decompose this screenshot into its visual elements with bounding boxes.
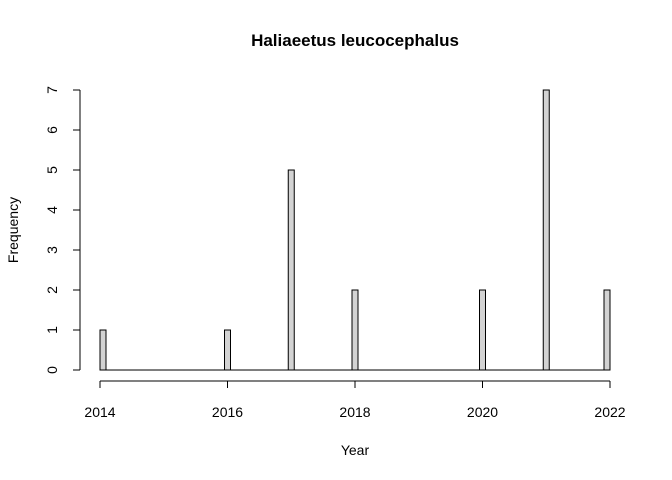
y-tick-label-7: 7 (44, 86, 60, 94)
y-tick-label-3: 3 (44, 246, 60, 254)
bar-2018 (351, 289, 359, 371)
y-tick-label-6: 6 (44, 126, 60, 134)
bar-2014 (99, 329, 107, 371)
bar-2020 (479, 289, 486, 371)
y-tick-label-4: 4 (44, 206, 60, 214)
bar-2022 (603, 289, 611, 371)
x-tick-label-2020: 2020 (467, 404, 498, 420)
x-tick-label-2022: 2022 (594, 404, 625, 420)
bar-2021 (542, 89, 550, 371)
bar-2016 (224, 329, 231, 371)
x-tick-label-2018: 2018 (339, 404, 370, 420)
bar-2017 (287, 169, 295, 371)
bars (99, 89, 611, 371)
x-axis: 2014 2016 2018 2020 2022 (84, 380, 626, 420)
y-tick-label-0: 0 (44, 366, 60, 374)
chart-title: Haliaeetus leucocephalus (251, 31, 459, 50)
y-axis-label: Frequency (5, 197, 21, 263)
y-tick-label-5: 5 (44, 166, 60, 174)
y-axis: 0 1 2 3 4 5 6 7 (44, 86, 81, 374)
x-axis-label: Year (341, 442, 370, 458)
y-tick-label-2: 2 (44, 286, 60, 294)
y-tick-label-1: 1 (44, 326, 60, 334)
x-tick-label-2014: 2014 (84, 404, 115, 420)
x-tick-label-2016: 2016 (212, 404, 243, 420)
